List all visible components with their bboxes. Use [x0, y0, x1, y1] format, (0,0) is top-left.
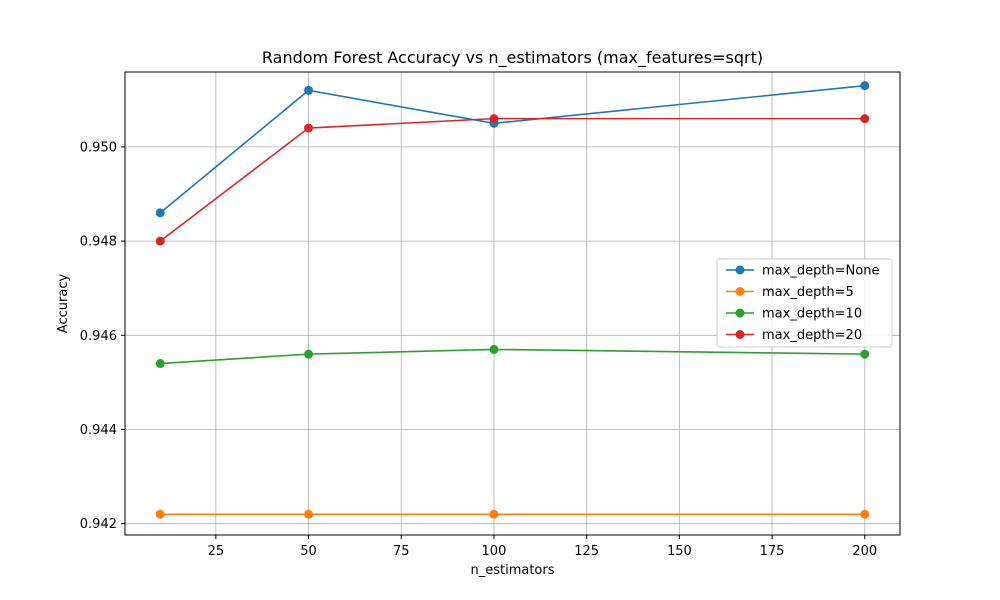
y-tick-label: 0.948: [80, 235, 117, 250]
y-tick-label: 0.946: [80, 329, 117, 344]
x-tick-label: 100: [482, 544, 507, 559]
legend-box: [716, 258, 893, 348]
series-max_depth=10: [155, 344, 870, 369]
y-axis-label: Accuracy: [56, 274, 71, 334]
chart-title: Random Forest Accuracy vs n_estimators (…: [262, 48, 763, 68]
x-tick-label: 150: [667, 544, 692, 559]
legend-label: max_depth=None: [762, 264, 879, 279]
series-line: [159, 84, 865, 214]
data-point: [155, 208, 165, 218]
data-point: [860, 81, 870, 91]
data-point: [860, 509, 870, 519]
x-tick-label: 200: [852, 544, 877, 559]
data-point: [155, 236, 165, 246]
legend-marker: [735, 308, 745, 318]
y-tick-label: 0.944: [80, 423, 117, 438]
legend-marker: [735, 287, 745, 296]
data-point: [489, 114, 499, 124]
series-max_depth=20: [155, 114, 870, 246]
legend-marker: [735, 265, 745, 275]
legend-label: max_depth=10: [762, 307, 862, 322]
legend-label: max_depth=5: [762, 285, 854, 300]
x-tick-label: 125: [574, 544, 599, 559]
plot-frame: [124, 71, 901, 536]
data-point: [304, 349, 314, 359]
legend-item: max_depth=None: [726, 264, 879, 279]
series-layer: [155, 81, 870, 519]
x-tick-label: 175: [760, 544, 785, 559]
x-tick-label: 25: [208, 544, 225, 559]
legend-label: max_depth=20: [762, 328, 862, 343]
series-line: [159, 117, 865, 242]
series-max_depth=5: [155, 509, 870, 519]
data-point: [304, 509, 314, 519]
x-tick-label: 75: [393, 544, 410, 559]
data-point: [489, 509, 499, 519]
x-axis: 25 50 75 100 125 150 175 200: [208, 535, 877, 559]
data-point: [155, 509, 165, 519]
legend-item: max_depth=20: [726, 328, 862, 343]
legend: max_depth=None max_depth=5 max_depth=10max…: [716, 258, 893, 348]
series-max_depth=None: [155, 81, 870, 218]
series-line: [160, 348, 865, 365]
data-point: [155, 359, 165, 369]
data-point: [304, 85, 314, 95]
data-point: [304, 123, 314, 133]
grid: [125, 72, 900, 535]
data-point: [860, 349, 870, 359]
legend-marker: [735, 330, 745, 339]
x-tick-label: 50: [300, 544, 317, 559]
y-axis: 0.942 0.944 0.946 0.948 0.950: [80, 140, 125, 532]
legend-item: max_depth=5: [726, 285, 854, 300]
data-point: [489, 344, 499, 354]
legend-item: max_depth=10: [726, 307, 862, 322]
x-axis-label: n_estimators: [470, 563, 554, 578]
y-tick-label: 0.942: [80, 517, 117, 532]
data-point: [860, 114, 870, 124]
y-tick-label: 0.950: [80, 140, 117, 155]
